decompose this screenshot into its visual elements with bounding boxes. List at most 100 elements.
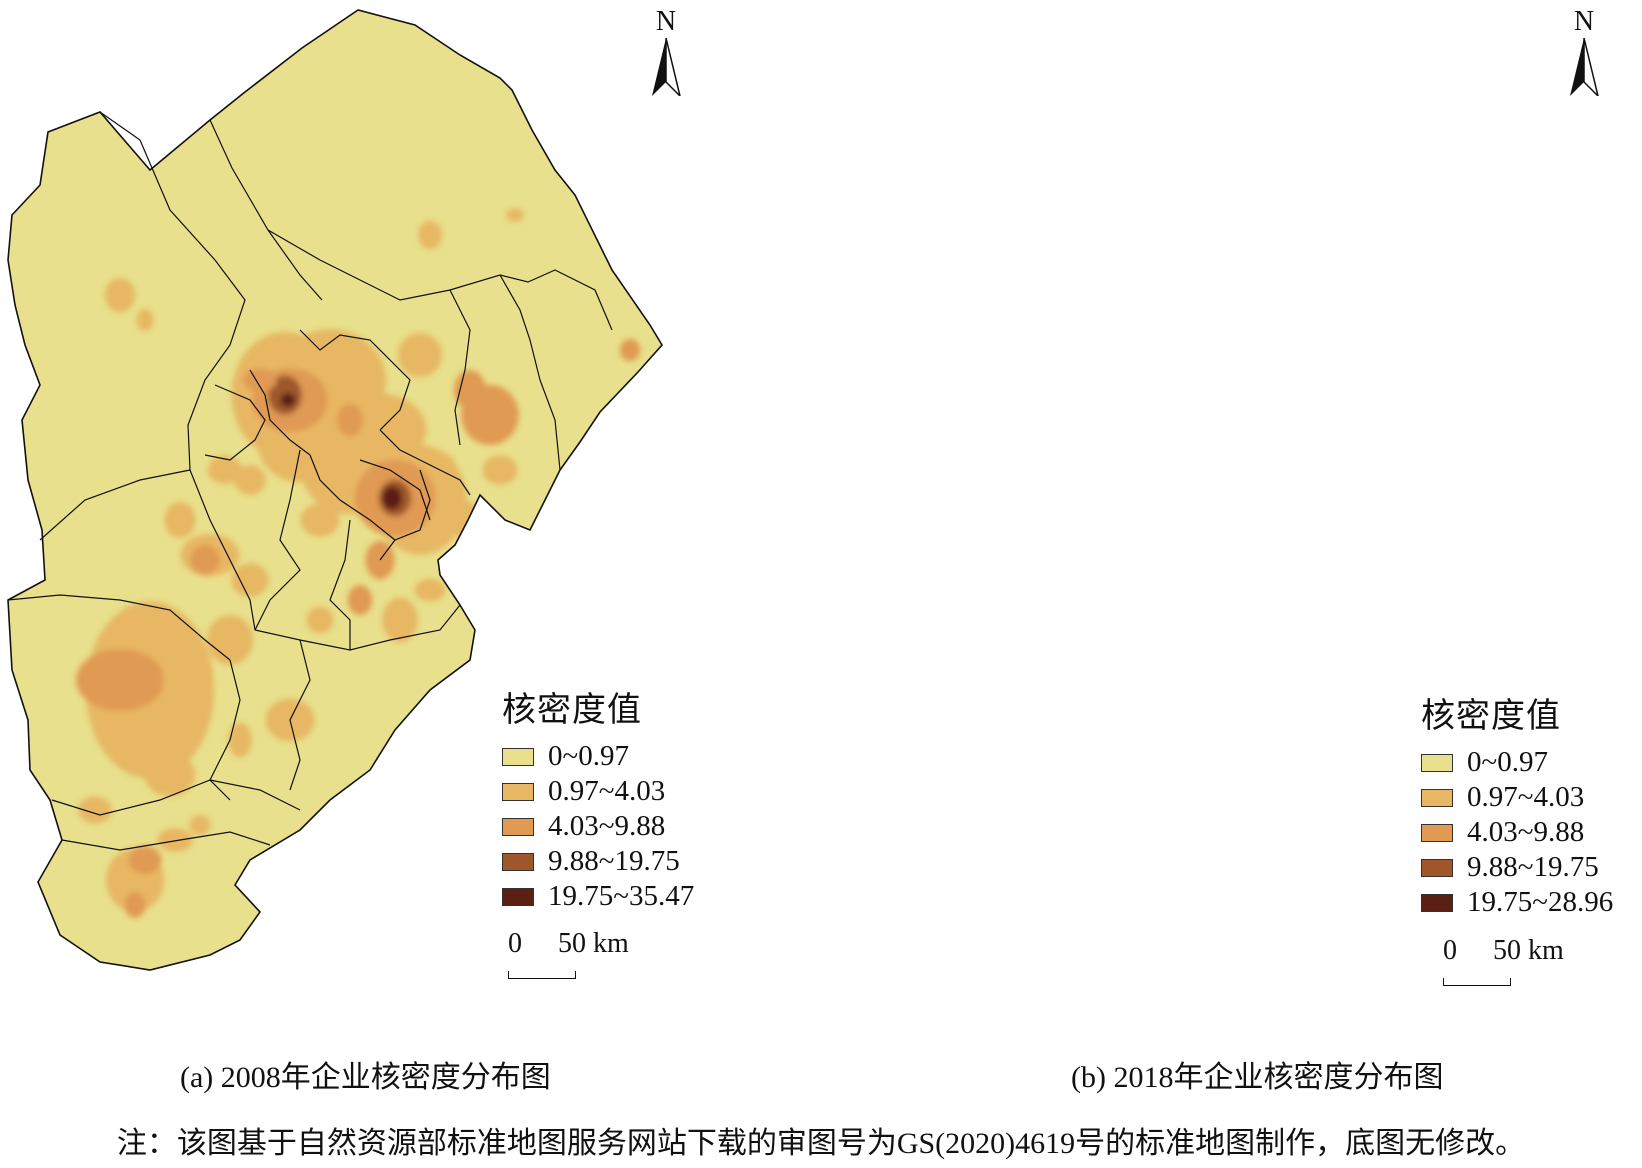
legend-label: 0~0.97: [1467, 746, 1548, 778]
density-hotspot: [280, 393, 296, 407]
density-hotspot: [300, 503, 340, 537]
legend-swatch: [1421, 823, 1453, 842]
density-hotspot: [231, 563, 269, 597]
legend-item: 9.88~19.75: [1421, 850, 1613, 885]
legend-swatch: [502, 852, 534, 871]
admin-boundary: [449, 289, 471, 446]
north-arrow-icon: [1570, 38, 1599, 96]
north-arrow: N: [1562, 8, 1606, 96]
legend-title: 核密度值: [1421, 698, 1561, 735]
map-panel-2018: N 核密度值 0~0.97 0.97~4.03 4.03~9.88 9.88~1…: [821, 0, 1642, 1095]
legend-label: 9.88~19.75: [1467, 851, 1599, 883]
density-hotspot: [382, 597, 418, 643]
admin-boundary: [379, 469, 431, 561]
legend-2008: 核密度值 0~0.97 0.97~4.03 4.03~9.88 9.88~19.…: [502, 682, 694, 914]
legend-item: 19.75~28.96: [1421, 885, 1613, 920]
density-hotspot: [506, 208, 524, 222]
admin-boundary: [99, 111, 246, 471]
density-hotspot: [78, 796, 112, 824]
admin-boundary: [249, 369, 311, 456]
density-hotspot: [124, 891, 146, 919]
admin-boundary: [209, 659, 241, 801]
admin-boundary: [204, 384, 266, 461]
admin-boundary: [61, 831, 271, 851]
admin-boundary: [289, 639, 311, 791]
admin-boundary: [267, 229, 613, 331]
admin-boundary: [329, 519, 351, 650]
density-hotspot: [234, 465, 266, 495]
legend-label: 0~0.97: [548, 740, 629, 772]
admin-boundary: [51, 779, 301, 816]
admin-boundary: [39, 469, 191, 541]
admin-boundary: [254, 604, 461, 651]
legend-item: 9.88~19.75: [502, 844, 694, 879]
admin-boundary: [309, 454, 396, 541]
north-arrow-icon: [652, 38, 681, 96]
north-letter: N: [1573, 6, 1595, 37]
region-outline: [7, 9, 663, 971]
legend-item: 0.97~4.03: [1421, 780, 1613, 815]
footnote: 注：该图基于自然资源部标准地图服务网站下载的审图号为GS(2020)4619号的…: [116, 1127, 1526, 1160]
legend-item: 19.75~35.47: [502, 879, 694, 914]
density-hotspot: [397, 332, 443, 378]
density-hotspot: [206, 615, 254, 665]
density-hotspot: [482, 455, 518, 485]
legend-label: 4.03~9.88: [548, 810, 666, 842]
legend-label: 4.03~9.88: [1467, 816, 1585, 848]
density-hotspot: [190, 544, 220, 576]
density-hotspot: [619, 338, 641, 362]
map-caption-2008: (a) 2008年企业核密度分布图: [180, 1061, 551, 1094]
legend-2018: 核密度值 0~0.97 0.97~4.03 4.03~9.88 9.88~19.…: [1421, 688, 1613, 920]
legend-swatch: [502, 817, 534, 836]
density-hotspot: [144, 753, 196, 797]
density-hotspot: [447, 550, 473, 570]
legend-label: 0.97~4.03: [548, 775, 666, 807]
scale-zero-label: 0: [508, 928, 522, 959]
density-hotspot: [243, 368, 277, 392]
density-hotspot: [157, 827, 193, 853]
admin-boundary: [254, 449, 301, 631]
legend-label: 0.97~4.03: [1467, 781, 1585, 813]
north-letter: N: [655, 6, 677, 37]
legend-item: 0~0.97: [1421, 745, 1613, 780]
map-panel-2008: N 核密度值 0~0.97 0.97~4.03 4.03~9.88 9.88~1…: [0, 0, 821, 1094]
legend-swatch: [1421, 893, 1453, 912]
admin-boundary: [499, 274, 561, 471]
density-hotspot: [207, 455, 243, 485]
scale-end-label: 50 km: [558, 928, 629, 959]
density-hotspot: [306, 606, 334, 634]
legend-item: 0.97~4.03: [502, 774, 694, 809]
density-hotspot: [106, 675, 134, 705]
density-hotspot: [424, 452, 456, 478]
scale-bar-line: [1443, 978, 1511, 986]
legend-item: 4.03~9.88: [1421, 815, 1613, 850]
density-map-2018: [821, 0, 1642, 1090]
legend-swatch: [1421, 858, 1453, 877]
density-map-2008: [7, 9, 663, 971]
density-hotspot: [189, 814, 211, 836]
north-arrow: N: [644, 8, 688, 96]
legend-swatch: [502, 747, 534, 766]
legend-swatch: [1421, 753, 1453, 772]
density-layer: [76, 208, 641, 919]
admin-boundary: [189, 469, 256, 631]
density-hotspot: [347, 584, 373, 616]
density-hotspot: [228, 722, 252, 758]
legend-label: 19.75~35.47: [548, 880, 695, 912]
scale-zero-label: 0: [1443, 935, 1457, 966]
scale-bar-2018: 0 50 km: [1443, 935, 1603, 995]
legend-item: 4.03~9.88: [502, 809, 694, 844]
density-hotspot: [336, 403, 364, 437]
admin-boundary: [359, 459, 431, 521]
legend-swatch: [1421, 788, 1453, 807]
legend-swatch: [502, 887, 534, 906]
scale-bar-2008: 0 50 km: [508, 928, 668, 988]
scale-bar-line: [508, 971, 576, 979]
scale-end-label: 50 km: [1493, 935, 1564, 966]
density-hotspot: [164, 501, 196, 539]
admin-boundary: [379, 429, 471, 496]
admin-boundary: [299, 329, 411, 431]
admin-boundary: [7, 594, 231, 661]
map-caption-2018: (b) 2018年企业核密度分布图: [1071, 1061, 1444, 1094]
density-hotspot: [104, 277, 136, 313]
